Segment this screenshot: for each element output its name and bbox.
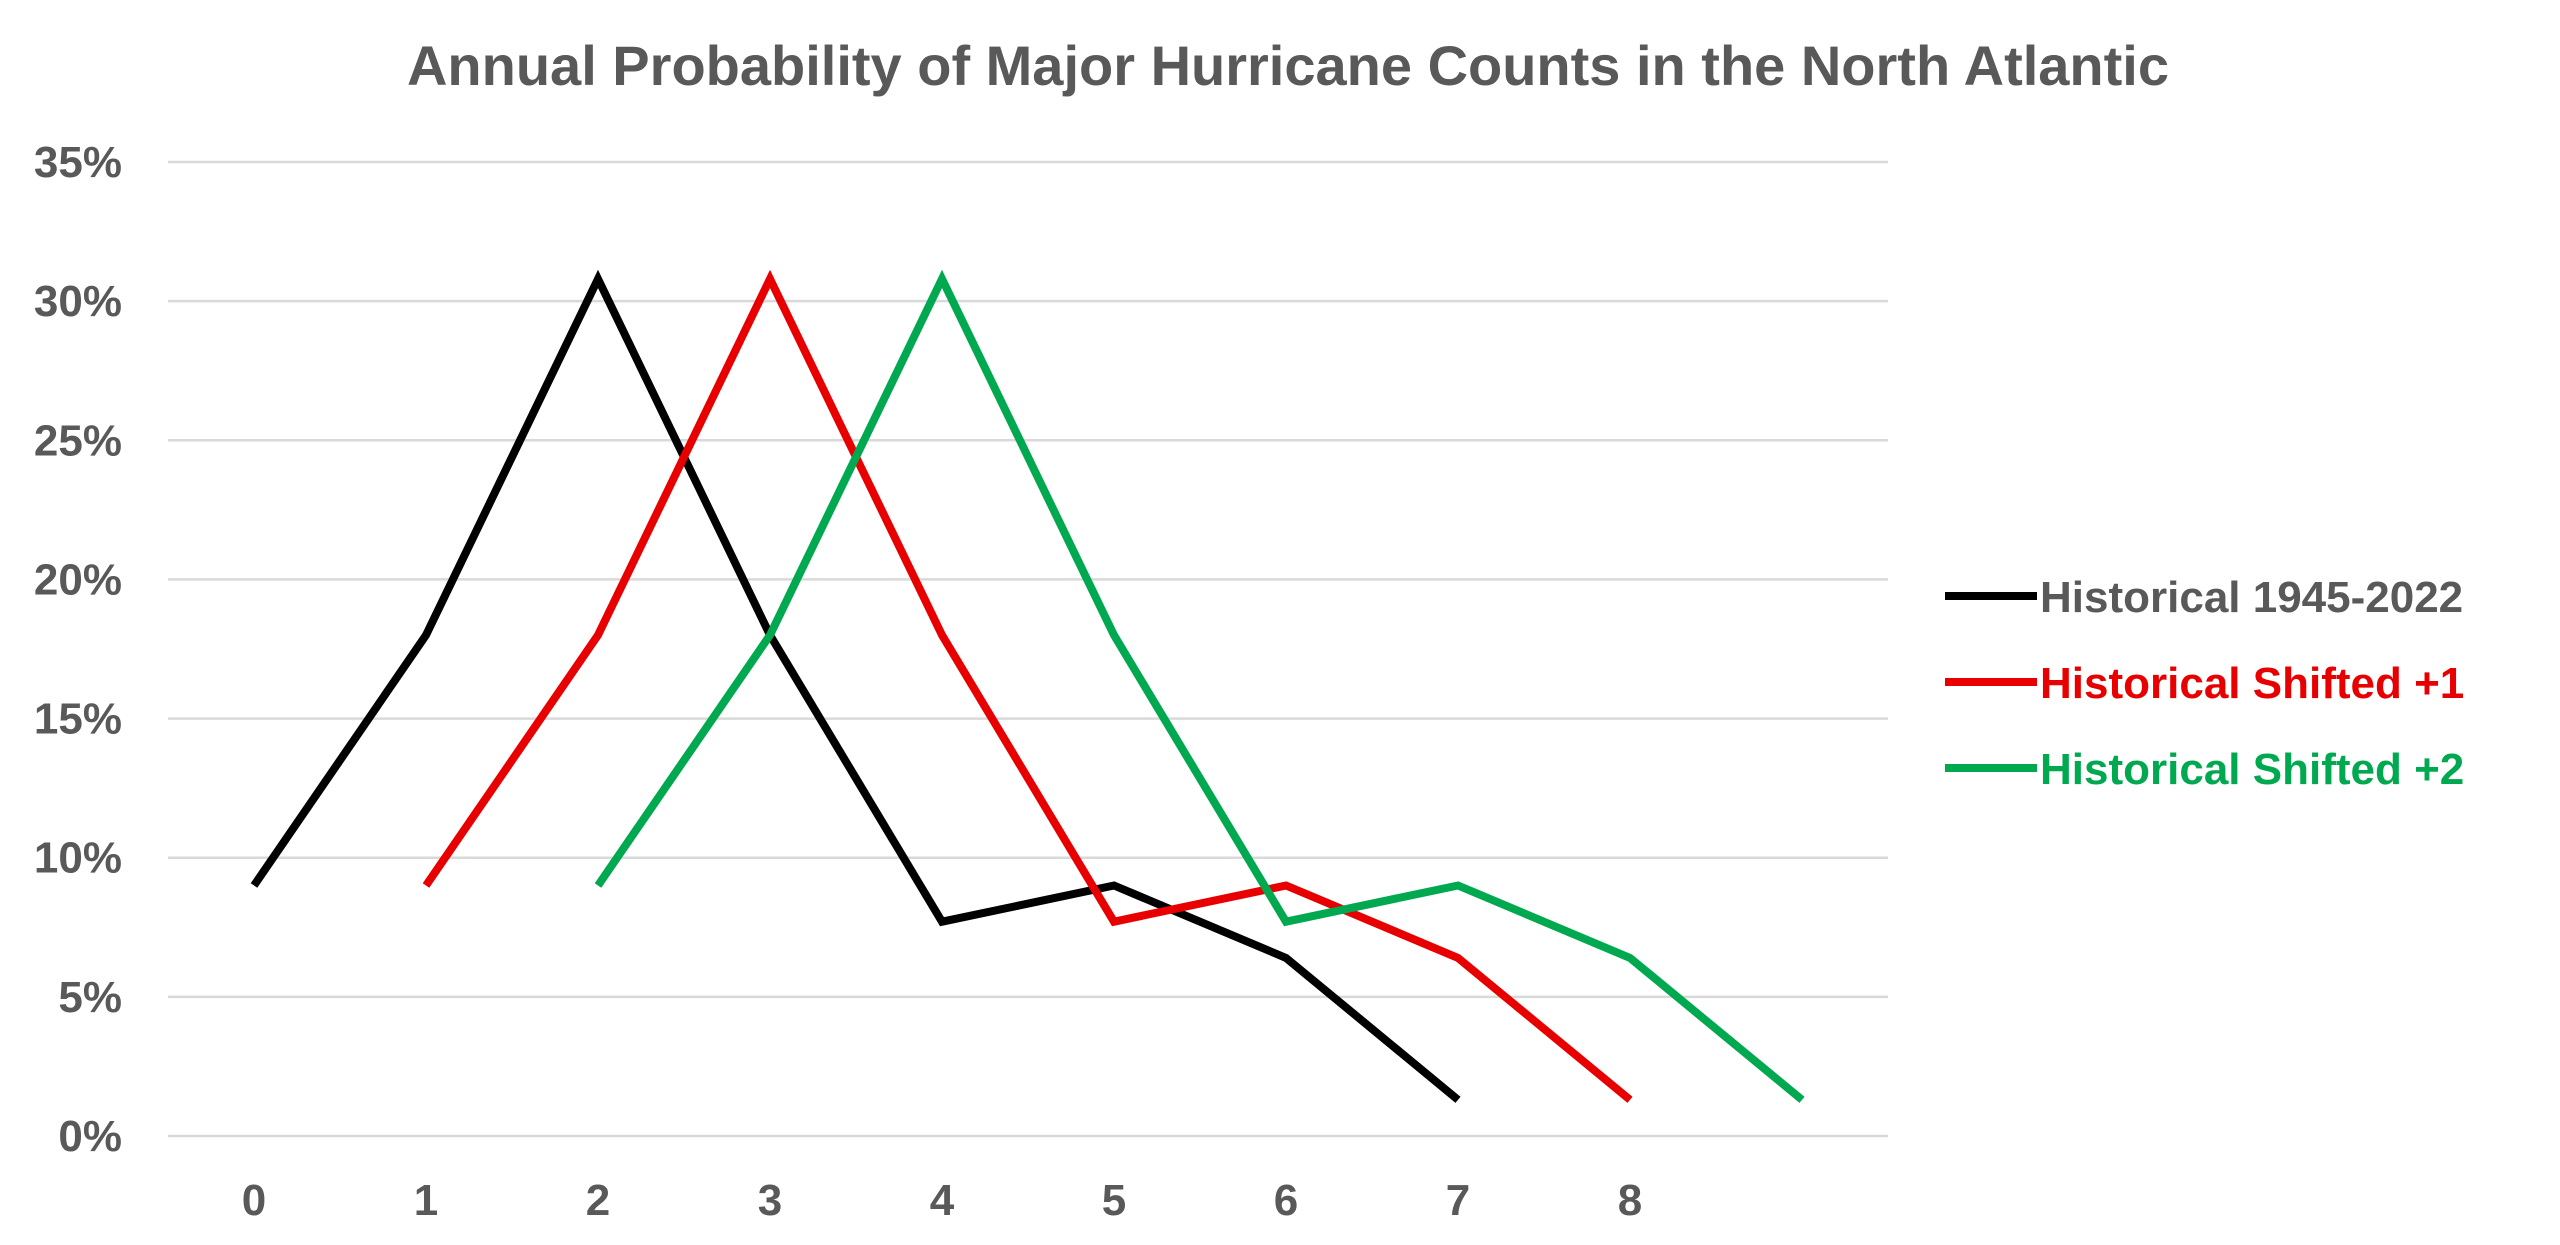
x-tick-label: 2	[586, 1176, 610, 1225]
y-tick-label: 20%	[34, 555, 122, 604]
y-tick-label: 0%	[58, 1112, 122, 1161]
y-tick-label: 10%	[34, 834, 122, 883]
legend-label: Historical 1945-2022	[2040, 573, 2463, 622]
chart-title: Annual Probability of Major Hurricane Co…	[407, 34, 2169, 97]
x-tick-label: 5	[1102, 1176, 1126, 1225]
x-tick-label: 3	[758, 1176, 782, 1225]
y-tick-label: 5%	[58, 973, 122, 1022]
grid-lines	[168, 160, 1888, 1138]
legend: Historical 1945-2022 Historical Shifted +…	[1945, 573, 2464, 794]
y-tick-label: 35%	[34, 138, 122, 187]
x-tick-label: 0	[242, 1176, 266, 1225]
x-tick-label: 1	[414, 1176, 438, 1225]
x-tick-label: 7	[1446, 1176, 1470, 1225]
y-axis-tick-labels: 0% 5% 10% 15% 20% 25% 30% 35%	[34, 138, 122, 1161]
legend-label: Historical Shifted +2	[2040, 745, 2464, 794]
x-axis-tick-labels: 0 1 2 3 4 5 6 7 8	[242, 1176, 1642, 1225]
series-lines	[250, 269, 1805, 1103]
x-tick-label: 6	[1274, 1176, 1298, 1225]
y-tick-label: 15%	[34, 695, 122, 744]
series-line-2	[594, 269, 1805, 1103]
x-tick-label: 8	[1618, 1176, 1642, 1225]
series-line-1	[422, 269, 1633, 1103]
legend-label: Historical Shifted +1	[2040, 659, 2464, 708]
series-line-0	[250, 269, 1461, 1103]
y-tick-label: 30%	[34, 277, 122, 326]
y-tick-label: 25%	[34, 416, 122, 465]
x-tick-label: 4	[930, 1176, 955, 1225]
